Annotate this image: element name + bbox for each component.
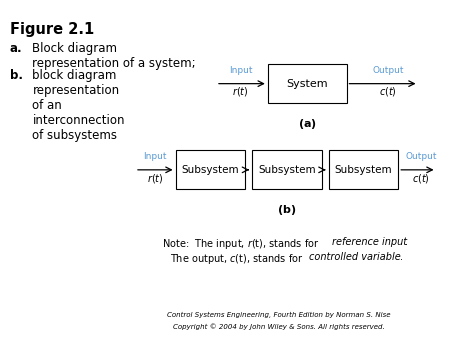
Text: Output: Output (405, 152, 436, 162)
Text: Subsystem: Subsystem (334, 165, 392, 175)
FancyBboxPatch shape (252, 150, 322, 189)
Text: $r(t)$: $r(t)$ (147, 172, 163, 185)
Text: controlled variable: controlled variable (309, 252, 401, 262)
Text: The output, $c$(t), stands for: The output, $c$(t), stands for (170, 252, 304, 266)
Text: Output: Output (372, 66, 404, 75)
Text: $\bf{(b)}$: $\bf{(b)}$ (277, 203, 297, 217)
FancyBboxPatch shape (268, 64, 346, 103)
Text: Control Systems Engineering, Fourth Edition by Norman S. Nise: Control Systems Engineering, Fourth Edit… (167, 312, 391, 318)
Text: b.: b. (10, 69, 23, 82)
Text: .: . (400, 252, 403, 262)
Text: Subsystem: Subsystem (258, 165, 316, 175)
Text: System: System (286, 79, 328, 89)
Text: block diagram
representation
of an
interconnection
of subsystems: block diagram representation of an inter… (32, 69, 125, 142)
Text: Input: Input (144, 152, 167, 162)
Text: Subsystem: Subsystem (181, 165, 239, 175)
Text: Note:  The input, $r$(t), stands for: Note: The input, $r$(t), stands for (162, 237, 320, 250)
FancyBboxPatch shape (176, 150, 245, 189)
Text: .: . (405, 237, 408, 247)
Text: reference input: reference input (332, 237, 407, 247)
Text: $c(t)$: $c(t)$ (379, 86, 397, 98)
Text: Figure 2.1: Figure 2.1 (10, 22, 94, 37)
Text: Copyright © 2004 by John Wiley & Sons. All rights reserved.: Copyright © 2004 by John Wiley & Sons. A… (173, 323, 385, 330)
Text: $c(t)$: $c(t)$ (412, 172, 430, 185)
Text: a.: a. (10, 42, 22, 55)
Text: $\bf{(a)}$: $\bf{(a)}$ (298, 117, 316, 130)
Text: Input: Input (229, 66, 252, 75)
FancyBboxPatch shape (328, 150, 398, 189)
Text: $r(t)$: $r(t)$ (233, 86, 249, 98)
Text: Block diagram
representation of a system;: Block diagram representation of a system… (32, 42, 196, 70)
